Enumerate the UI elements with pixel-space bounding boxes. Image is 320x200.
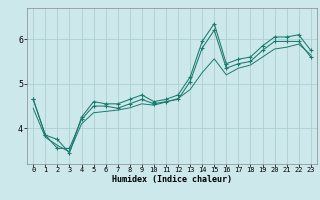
X-axis label: Humidex (Indice chaleur): Humidex (Indice chaleur) [112,175,232,184]
